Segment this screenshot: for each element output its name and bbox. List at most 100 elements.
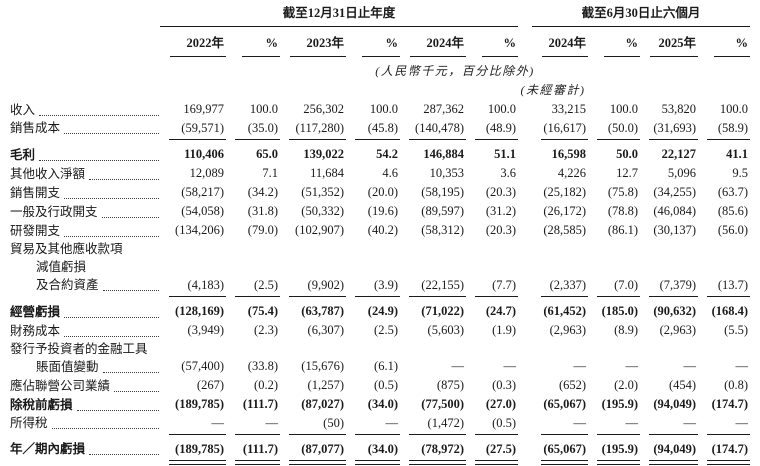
cell-value: —	[226, 414, 280, 436]
cell-value: (59,571)	[160, 119, 226, 141]
cell-value: (875)	[436, 378, 464, 392]
cell-value: (1,257)	[307, 378, 344, 392]
cell-value: (31,693)	[640, 119, 699, 141]
cell-value: —	[588, 414, 641, 436]
cell-value: (28,585)	[543, 223, 587, 237]
row-label-line: 除稅前虧損	[10, 396, 160, 414]
cell-value: 100.0	[719, 102, 749, 116]
cell-value: (140,478)	[400, 119, 466, 141]
dot-leader	[102, 372, 159, 373]
cell-gap	[518, 395, 532, 414]
row-label: 所得稅	[10, 414, 160, 436]
cell-value: (57,400)	[181, 359, 224, 373]
cell-value: —	[683, 359, 697, 373]
row-label: 銷售開支	[10, 183, 160, 202]
cell-gap	[518, 340, 532, 376]
cell-value: (58,217)	[181, 185, 224, 199]
cell-value: 5,096	[667, 166, 697, 180]
row-label-text: 銷售成本	[10, 121, 61, 135]
cell-value: (71,022)	[421, 304, 464, 318]
interim-period-group-header: 截至6月30日止六個月	[532, 4, 751, 27]
dot-leader	[64, 198, 159, 199]
row-label: 一般及行政開支	[10, 202, 160, 221]
cell-value: (30,137)	[653, 223, 697, 237]
cell-value: (27.5)	[466, 436, 519, 466]
cell-value: (20.3)	[485, 223, 517, 237]
cell-value: (24.9)	[367, 304, 398, 318]
cell-value: (6,307)	[307, 323, 344, 337]
cell-value: (5.5)	[724, 323, 749, 337]
table-body: 收入 169,977 100.0 256,302 100.0 287,362 100.0 33…	[10, 100, 751, 466]
cell-value: —	[735, 359, 749, 373]
cell-value: (50.0)	[588, 119, 641, 141]
row-label-line: 經營虧損	[10, 303, 160, 321]
dot-leader	[64, 133, 159, 134]
cell-value: 146,884	[423, 147, 464, 161]
row-label-text: 應佔聯營公司業績	[10, 379, 111, 393]
row-label-line: 收入	[10, 101, 160, 119]
cell-value: (75.8)	[607, 185, 639, 199]
row-label-text: 收入	[10, 103, 36, 117]
cell-value: —	[532, 414, 589, 436]
cell-value: (94,049)	[640, 436, 699, 466]
cell-value: 54.2	[376, 147, 398, 161]
cell-value: (54,058)	[181, 204, 224, 218]
row-label-text: 銷售開支	[10, 186, 61, 200]
cell-gap	[518, 221, 532, 240]
cell-value: (65,067)	[532, 436, 589, 466]
cell-value: 33,215	[551, 102, 587, 116]
row-label-text: 除稅前虧損	[10, 398, 73, 412]
cell-value: (1,472)	[400, 414, 466, 436]
row-label-line: 財務成本	[10, 322, 160, 340]
row-label-line: 發行予投資者的金融工具	[10, 340, 160, 358]
cell-gap	[518, 100, 532, 119]
cell-value: (58.9)	[698, 119, 751, 141]
row-label-line: 貿易及其他應收款項	[10, 240, 160, 258]
table-row: 應佔聯營公司業績 (267) (0.2) (1,257) (0.5) (875) (0.3)…	[10, 376, 750, 395]
dot-leader	[102, 290, 159, 291]
row-label: 除稅前虧損	[10, 395, 160, 414]
cell-value: (34,255)	[653, 185, 697, 199]
note2-spacer-annual	[160, 82, 518, 100]
cell-value: (45.8)	[346, 119, 400, 141]
cell-value: (168.4)	[711, 304, 749, 318]
cell-value: (26,172)	[543, 204, 587, 218]
cell-value: (31.2)	[485, 204, 517, 218]
cell-value: (0.8)	[724, 378, 749, 392]
cell-value: (7.7)	[466, 240, 519, 298]
column-header-spacer	[10, 27, 160, 58]
cell-value: (0.2)	[254, 378, 278, 392]
row-label-line: 應佔聯營公司業績	[10, 377, 160, 395]
table-row: 研發開支 (134,206) (79.0) (102,907) (40.2) (58,31…	[10, 221, 750, 240]
cell-value: 65.0	[256, 147, 278, 161]
row-label-line: 年／期內虧損	[10, 440, 160, 458]
cell-value: (27.0)	[485, 397, 517, 411]
table-row: 其他收入淨額 12,089 7.1 11,684 4.6 10,353 3.6 4,226 12…	[10, 164, 750, 183]
row-label-text: 減值虧損	[36, 260, 87, 274]
column-header-row: 2022年% 2023年% 2024年% 2024年% 2025年%	[10, 27, 751, 58]
cell-gap	[518, 376, 532, 395]
row-label-text: 賬面值變動	[36, 360, 99, 374]
cell-value: (0.3)	[492, 378, 517, 392]
cell-value: (2,337)	[532, 240, 589, 298]
cell-gap	[518, 183, 532, 202]
cell-value: 9.5	[732, 166, 749, 180]
row-label-line: 減值虧損	[10, 258, 160, 276]
row-label-line: 銷售開支	[10, 184, 160, 202]
financial-table: 截至12月31日止年度 截至6月30日止六個月 2022年% 2023年% 2024…	[10, 4, 751, 466]
cell-value: (33.8)	[247, 359, 278, 373]
cell-value: (2.0)	[614, 378, 639, 392]
cell-value: (111.7)	[242, 397, 278, 411]
row-label-text: 一般及行政開支	[10, 205, 98, 219]
row-label-text: 貿易及其他應收款項	[10, 242, 123, 256]
column-header: %	[698, 27, 751, 58]
cell-value: 12,089	[189, 166, 224, 180]
table-row: 除稅前虧損 (189,785) (111.7) (87,027) (34.0) (77,5…	[10, 395, 750, 414]
group-gap	[518, 4, 532, 27]
cell-value: —	[451, 359, 465, 373]
cell-value: (90,632)	[653, 304, 697, 318]
table-row: 發行予投資者的金融工具 賬面值變動 (57,400) (33.8) (15,676) (6…	[10, 340, 750, 376]
cell-value: (6.1)	[374, 359, 398, 373]
cell-value: 100.0	[369, 102, 398, 116]
currency-unit-note: (人民幣千元，百分比除外)	[375, 64, 535, 78]
